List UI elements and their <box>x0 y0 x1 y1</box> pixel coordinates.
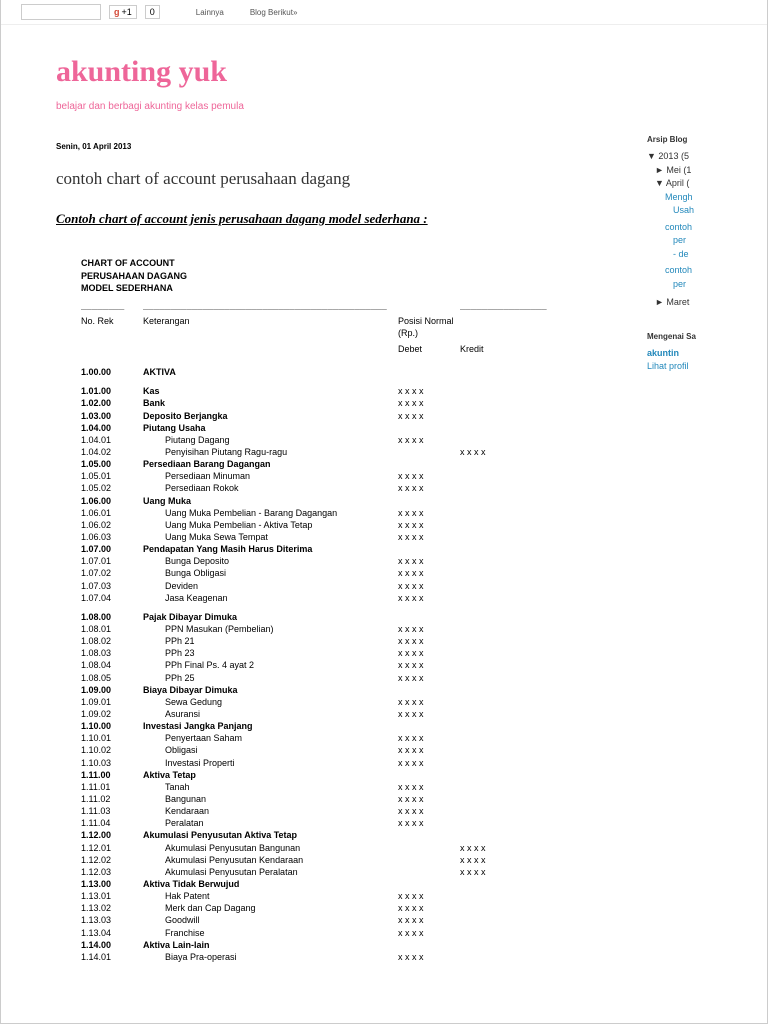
search-input[interactable] <box>21 4 101 20</box>
table-row: 1.12.03Akumulasi Penyusutan Peralatanx x… <box>81 866 627 878</box>
table-row: 1.13.01Hak Patentx x x x <box>81 890 627 902</box>
post-date: Senin, 01 April 2013 <box>56 142 627 151</box>
about-title: Mengenai Sa <box>647 332 742 341</box>
table-row: 1.08.03PPh 23x x x x <box>81 647 627 659</box>
archive-month-april[interactable]: ▼ April ( <box>647 177 742 191</box>
blog-title[interactable]: akunting yuk <box>56 55 627 89</box>
table-row: 1.10.00Investasi Jangka Panjang <box>81 720 627 732</box>
table-row: 1.09.00Biaya Dibayar Dimuka <box>81 684 627 696</box>
table-row: 1.09.02Asuransix x x x <box>81 708 627 720</box>
table-row: 1.10.03Investasi Propertix x x x <box>81 757 627 769</box>
table-row: 1.07.00Pendapatan Yang Masih Harus Diter… <box>81 543 627 555</box>
table-row: 1.04.02Penyisihan Piutang Ragu-ragux x x… <box>81 446 627 458</box>
table-row: 1.06.02Uang Muka Pembelian - Aktiva Teta… <box>81 519 627 531</box>
table-row: 1.10.02Obligasix x x x <box>81 744 627 756</box>
post-title: contoh chart of account perusahaan dagan… <box>56 169 627 189</box>
table-row: 1.14.01Biaya Pra-operasix x x x <box>81 951 627 963</box>
table-row: 1.08.01PPN Masukan (Pembelian)x x x x <box>81 623 627 635</box>
table-row: 1.12.00Akumulasi Penyusutan Aktiva Tetap <box>81 829 627 841</box>
archive-post-2[interactable]: contoh <box>647 221 742 235</box>
table-row: 1.14.00Aktiva Lain-lain <box>81 939 627 951</box>
table-row: 1.11.03Kendaraanx x x x <box>81 805 627 817</box>
about-name-link[interactable]: akuntin <box>647 348 679 358</box>
topbar: g+1 0 Lainnya Blog Berikut» <box>1 0 767 25</box>
table-row: 1.07.03Devidenx x x x <box>81 580 627 592</box>
table-row: 1.06.03Uang Muka Sewa Tempatx x x x <box>81 531 627 543</box>
sidebar: Arsip Blog ▼ 2013 (5 ► Mei (1 ▼ April ( … <box>647 35 742 963</box>
archive-month-maret[interactable]: ► Maret <box>647 296 742 310</box>
table-row: 1.04.00Piutang Usaha <box>81 422 627 434</box>
table-row: 1.13.04Franchisex x x x <box>81 927 627 939</box>
about-profile-link[interactable]: Lihat profil <box>647 361 689 371</box>
table-row: 1.07.04Jasa Keagenanx x x x <box>81 592 627 604</box>
table-row: 1.07.01Bunga Depositox x x x <box>81 555 627 567</box>
table-row: 1.05.02Persediaan Rokokx x x x <box>81 482 627 494</box>
table-row: 1.13.03Goodwillx x x x <box>81 914 627 926</box>
table-row: 1.11.04Peralatanx x x x <box>81 817 627 829</box>
table-row: 1.09.01Sewa Gedungx x x x <box>81 696 627 708</box>
table-row: 1.00.00AKTIVA <box>81 366 627 378</box>
topbar-more-link[interactable]: Lainnya <box>196 8 224 17</box>
table-row: 1.06.00Uang Muka <box>81 495 627 507</box>
archive-post-3[interactable]: contoh <box>647 264 742 278</box>
gplus-button[interactable]: g+1 <box>109 5 137 19</box>
content: akunting yuk belajar dan berbagi akuntin… <box>1 25 767 963</box>
table-row: 1.11.02Bangunanx x x x <box>81 793 627 805</box>
table-row: 1.04.01Piutang Dagangx x x x <box>81 434 627 446</box>
table-row: 1.07.02Bunga Obligasix x x x <box>81 567 627 579</box>
topbar-next-link[interactable]: Blog Berikut» <box>250 8 298 17</box>
table-row: 1.03.00Deposito Berjangkax x x x <box>81 410 627 422</box>
archive-year[interactable]: ▼ 2013 (5 <box>647 150 742 164</box>
table-row: 1.08.02PPh 21x x x x <box>81 635 627 647</box>
table-row: 1.05.01Persediaan Minumanx x x x <box>81 470 627 482</box>
table-row: 1.10.01Penyertaan Sahamx x x x <box>81 732 627 744</box>
gplus-count: 0 <box>145 5 160 19</box>
chart-of-account: CHART OF ACCOUNT PERUSAHAAN DAGANG MODEL… <box>56 257 627 963</box>
table-row: 1.02.00Bankx x x x <box>81 397 627 409</box>
table-row: 1.13.02Merk dan Cap Dagangx x x x <box>81 902 627 914</box>
main: akunting yuk belajar dan berbagi akuntin… <box>56 35 627 963</box>
table-row: 1.08.04PPh Final Ps. 4 ayat 2x x x x <box>81 659 627 671</box>
page: g+1 0 Lainnya Blog Berikut» akunting yuk… <box>0 0 768 1024</box>
coa-header: CHART OF ACCOUNT PERUSAHAAN DAGANG MODEL… <box>81 257 627 295</box>
divider: ________ _______________________________… <box>81 301 627 311</box>
archive-title: Arsip Blog <box>647 135 742 144</box>
archive-post-1[interactable]: Mengh <box>647 191 742 205</box>
coa-rows: 1.00.00AKTIVA 1.01.00Kasx x x x1.02.00Ban… <box>81 366 627 963</box>
table-row: 1.13.00Aktiva Tidak Berwujud <box>81 878 627 890</box>
archive-month-mei[interactable]: ► Mei (1 <box>647 164 742 178</box>
table-header: No. Rek Keterangan Posisi Normal (Rp.) <box>81 315 627 339</box>
table-row: 1.08.00Pajak Dibayar Dimuka <box>81 611 627 623</box>
table-row: 1.06.01Uang Muka Pembelian - Barang Daga… <box>81 507 627 519</box>
table-row: 1.12.01Akumulasi Penyusutan Bangunanx x … <box>81 842 627 854</box>
post-subtitle: Contoh chart of account jenis perusahaan… <box>56 211 627 227</box>
table-row: 1.01.00Kasx x x x <box>81 385 627 397</box>
blog-tagline: belajar dan berbagi akunting kelas pemul… <box>56 101 627 112</box>
table-subheader: Debet Kredit <box>81 343 627 355</box>
table-row: 1.12.02Akumulasi Penyusutan Kendaraanx x… <box>81 854 627 866</box>
table-row: 1.11.00Aktiva Tetap <box>81 769 627 781</box>
table-row: 1.08.05PPh 25x x x x <box>81 672 627 684</box>
table-row: 1.11.01Tanahx x x x <box>81 781 627 793</box>
table-row: 1.05.00Persediaan Barang Dagangan <box>81 458 627 470</box>
